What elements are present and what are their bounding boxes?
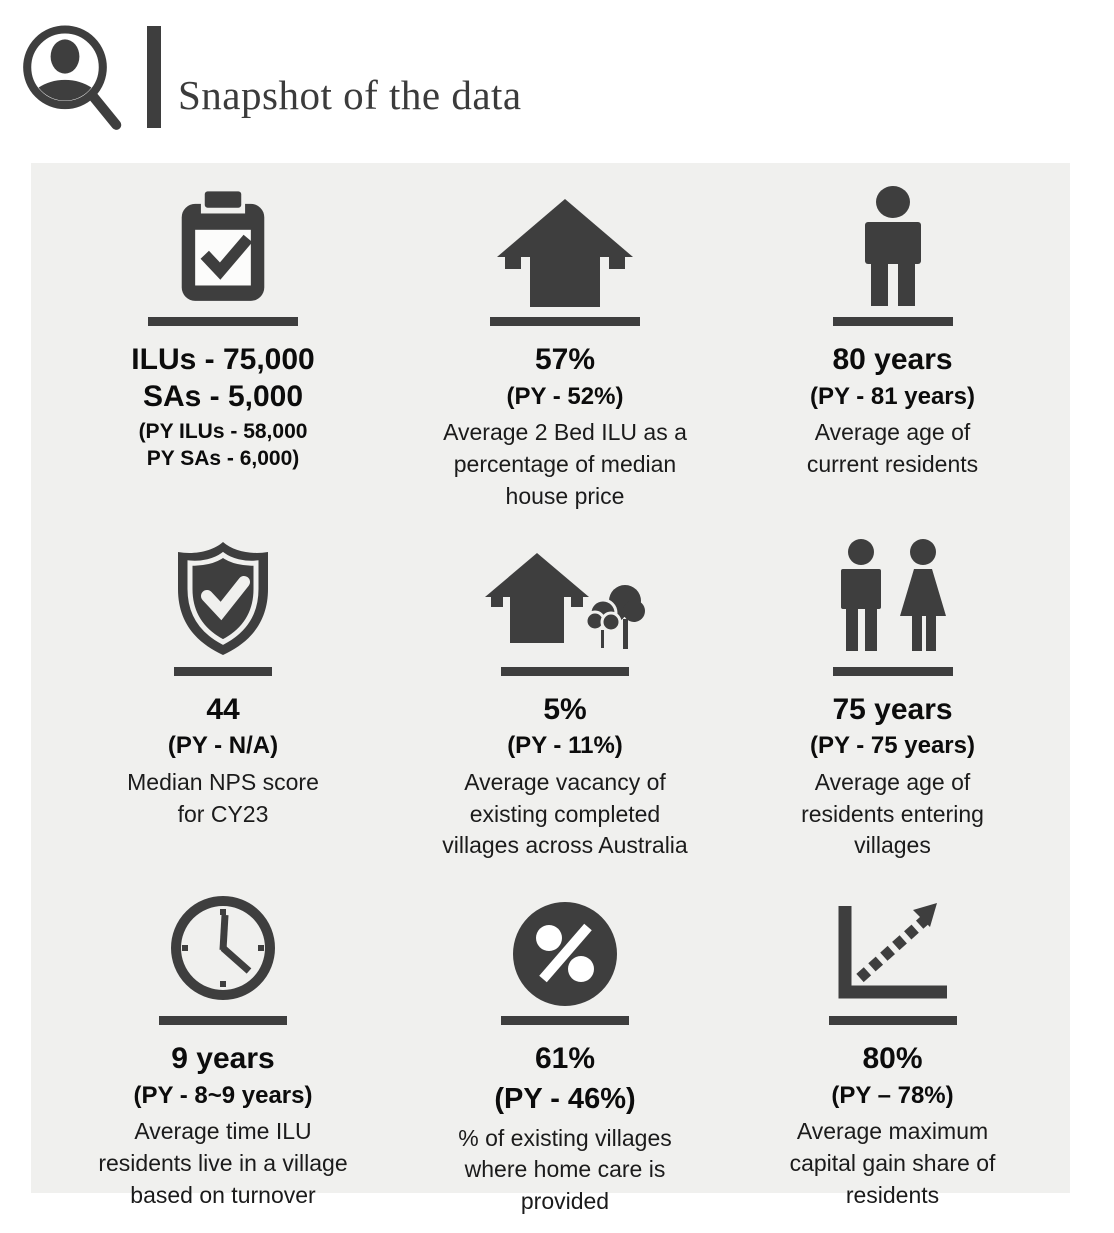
stat-prior-year: (PY - 75 years) <box>810 732 975 760</box>
stat-prior-year: (PY - 52%) <box>506 382 624 410</box>
stat-cell-capital-gain: 80% (PY – 78%) Average maximum capital g… <box>715 862 1070 1218</box>
stat-cell-vacancy: 5% (PY - 11%) Average vacancy of existin… <box>415 513 715 863</box>
stat-prior-year: (PY - 11%) <box>507 732 623 760</box>
stat-description: Average age of current residents <box>806 419 979 478</box>
icon-underline <box>159 1016 287 1026</box>
stat-cell-current-age: 80 years (PY - 81 years) Average age of … <box>715 163 1070 513</box>
stat-prior-year: (PY – 78%) <box>831 1081 954 1109</box>
stat-description: Average 2 Bed ILU as a percentage of med… <box>443 419 687 509</box>
man-woman-icon <box>834 537 952 657</box>
stat-cell-ilus-sas: ILUs - 75,000 SAs - 5,000 (PY ILUs - 58,… <box>31 163 415 513</box>
icon-underline <box>174 666 272 676</box>
header-divider <box>147 26 161 128</box>
person-magnifier-icon <box>23 25 122 130</box>
growth-arrow-icon <box>833 886 953 1006</box>
stat-value: 80% <box>862 1042 923 1076</box>
stat-prior-year: (PY - N/A) <box>167 732 279 760</box>
stat-cell-entering-age: 75 years (PY - 75 years) Average age of … <box>715 513 1070 863</box>
house-arrow-icon <box>497 187 633 307</box>
stat-prior-year: (PY ILUs - 58,000 PY SAs - 6,000) <box>138 420 308 471</box>
stat-prior-year: (PY - 81 years) <box>810 382 975 410</box>
house-trees-icon <box>485 537 645 657</box>
stat-value: 9 years <box>171 1042 275 1076</box>
tree-back <box>604 584 645 649</box>
stat-description: Average time ILU residents live in a vil… <box>98 1118 348 1208</box>
stat-description: Average age of residents entering villag… <box>801 768 984 859</box>
stat-cell-nps: 44 (PY - N/A) Median NPS score for CY23 <box>31 513 415 863</box>
stat-value: 80 years <box>832 343 953 376</box>
icon-underline <box>832 317 953 326</box>
stat-prior-year: (PY - 46%) <box>494 1082 636 1115</box>
stat-cell-ilu-price-pct: 57% (PY - 52%) Average 2 Bed ILU as a pe… <box>415 163 715 513</box>
stat-description: % of existing villages where home care i… <box>458 1124 672 1215</box>
clipboard-check-icon <box>175 187 271 307</box>
stat-value: ILUs - 75,000 SAs - 5,000 <box>131 343 315 413</box>
stat-description: Median NPS score for CY23 <box>127 768 319 827</box>
page-header: Snapshot of the data <box>0 0 1114 163</box>
icon-underline <box>490 317 640 326</box>
icon-underline <box>501 666 629 676</box>
stat-description: Average vacancy of existing completed vi… <box>442 768 688 859</box>
icon-underline <box>501 1016 629 1026</box>
stat-value: 5% <box>543 692 587 726</box>
clock-icon <box>165 886 281 1006</box>
icon-underline <box>828 1016 957 1026</box>
snapshot-grid: ILUs - 75,000 SAs - 5,000 (PY ILUs - 58,… <box>31 163 1070 1214</box>
person-icon <box>857 186 929 307</box>
page-title: Snapshot of the data <box>178 72 522 119</box>
stat-value: 57% <box>534 343 596 376</box>
stat-cell-home-care: 61% (PY - 46%) % of existing villages wh… <box>415 862 715 1218</box>
percent-circle-icon <box>513 886 617 1007</box>
stat-prior-year: (PY - 8~9 years) <box>133 1081 313 1109</box>
icon-underline <box>832 666 953 676</box>
stat-value: 61% <box>534 1042 596 1076</box>
stat-value: 75 years <box>832 692 953 726</box>
icon-underline <box>148 317 298 326</box>
shield-check-icon <box>171 537 275 657</box>
stat-cell-tenure: 9 years (PY - 8~9 years) Average time IL… <box>31 862 415 1218</box>
stat-value: 44 <box>206 692 240 726</box>
tree-front <box>584 598 622 650</box>
stat-description: Average maximum capital gain share of re… <box>789 1118 996 1208</box>
